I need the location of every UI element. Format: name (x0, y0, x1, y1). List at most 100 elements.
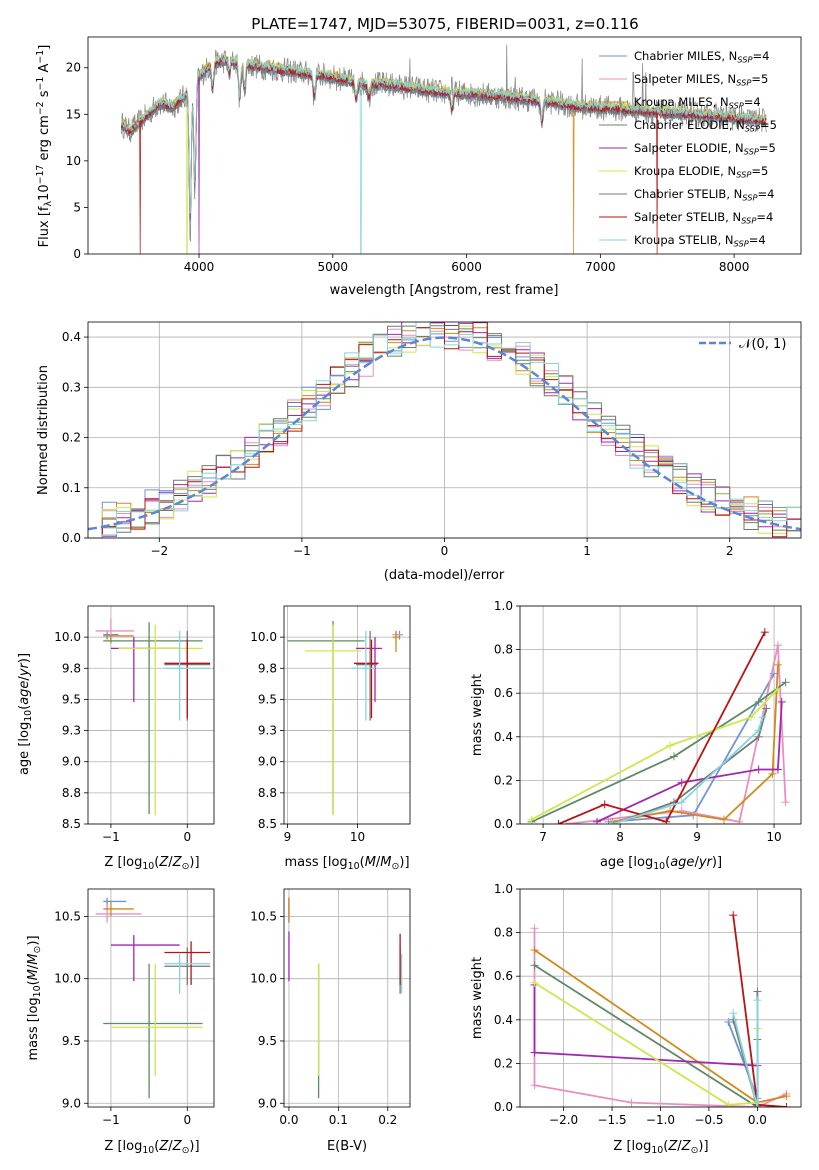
y-tick-label: 9.3 (258, 724, 277, 738)
y-tick-label: 10 (66, 154, 81, 168)
label-part: Salpeter ELODIE, N (634, 141, 744, 155)
label-part: )] (189, 1139, 199, 1154)
weight-line-salpeter_stelib (732, 915, 787, 1107)
label-part: λ (43, 201, 54, 207)
label-part: Kroupa ELODIE, N (634, 164, 736, 178)
label-part: / (376, 855, 381, 870)
label-part: ( (665, 855, 670, 870)
y-tick-label: 0.4 (494, 1013, 513, 1027)
x-tick-label: −2.0 (549, 1113, 578, 1127)
y-tick-label: 1.0 (494, 599, 513, 613)
legend-label-kroupa_stelib: Kroupa STELIB, NSSP=4 (634, 233, 766, 249)
plot-area-age_vs_mass (287, 620, 403, 816)
label-part: SSP (734, 239, 749, 249)
x-tick-label: 7000 (585, 260, 616, 274)
label-part: M (380, 855, 391, 870)
x-tick-label: 0.1 (329, 1113, 348, 1127)
label-part: / (168, 855, 173, 870)
label-part: ⊙ (182, 1145, 190, 1156)
axes-frame (87, 321, 802, 539)
y-tick-label: 9.0 (62, 1096, 81, 1110)
label-part: ( (154, 1139, 159, 1154)
y-tick-label: 0.1 (62, 481, 81, 495)
x-tick-label: 7 (539, 830, 547, 844)
age-vs-Z-ylabel: age [log10(age/yr)] (17, 653, 34, 775)
residual-histogram-chabrier_stelib (88, 322, 801, 538)
label-part: ⊙ (691, 1145, 699, 1156)
axes-mass_vs_ebv: 0.0 0.1 0.2 9.0 9.5 10.0 10.5 E(B-V) (250, 888, 411, 1154)
y-tick-label: 10.0 (54, 630, 81, 644)
plot-area-mass_vs_ebv (288, 897, 403, 1099)
x-tick-label: 5000 (318, 260, 349, 274)
label-part: =5 (760, 118, 777, 132)
y-tick-label: 0.4 (62, 330, 81, 344)
label-part: Z (158, 1139, 169, 1154)
y-tick-label: 9.0 (258, 755, 277, 769)
y-tick-label: 8.5 (62, 817, 81, 831)
label-part: −2 (35, 101, 46, 115)
y-tick-label: 0 (73, 247, 81, 261)
label-part: )] (712, 855, 722, 870)
y-tick-label: 0.8 (494, 643, 513, 657)
weight-line-kroupa_stelib (612, 716, 764, 824)
label-part: Z [log (104, 855, 142, 870)
label-part: )] (698, 1139, 708, 1154)
spectrum-title: PLATE=1747, MJD=53075, FIBERID=0031, z=0… (251, 15, 638, 33)
y-tick-label: 8.8 (258, 786, 277, 800)
label-part: / (17, 676, 32, 681)
label-part: Z [log (104, 1139, 142, 1154)
y-tick-label: 8.5 (258, 817, 277, 831)
label-part: / (26, 964, 41, 969)
legend-label-salpeter_elodie: Salpeter ELODIE, NSSP=5 (634, 141, 776, 157)
legend-label-kroupa_miles: Kroupa MILES, NSSP=4 (634, 95, 761, 111)
x-tick-label: 0.0 (748, 1113, 767, 1127)
label-part: SSP (745, 124, 760, 134)
y-tick-label: 0.4 (494, 730, 513, 744)
weight-line-salpeter_elodie (596, 701, 783, 823)
plot-area-weight_vs_Z (530, 911, 791, 1107)
label-part: Salpeter MILES, N (634, 72, 736, 86)
label-part: =4 (749, 233, 766, 247)
label-part: age (17, 681, 32, 705)
x-tick-label: 10 (766, 830, 781, 844)
label-part: SSP (744, 147, 759, 157)
y-tick-label: 0.6 (494, 686, 513, 700)
plot-area-residuals (88, 322, 801, 538)
axes-mass_vs_Z: −1 09.09.510.010.5Z [log10(Z/Z⊙)]mass [lo… (26, 888, 215, 1156)
residual-histogram-kroupa_elodie (88, 322, 801, 538)
label-part: s (37, 90, 52, 101)
x-tick-label: 8 (616, 830, 624, 844)
label-part: Z (667, 1139, 678, 1154)
y-tick-label: 8.8 (62, 786, 81, 800)
y-tick-label: 0.0 (494, 817, 513, 831)
label-part: ⊙ (392, 861, 400, 872)
label-part: age (670, 855, 694, 870)
y-tick-label: 9.8 (258, 661, 277, 675)
y-tick-label: 1.0 (494, 882, 513, 896)
x-tick-label: 4000 (184, 260, 215, 274)
label-part: ( (360, 855, 365, 870)
y-tick-label: 9.5 (62, 692, 81, 706)
x-tick-label: −1 (102, 830, 120, 844)
label-part: SSP (742, 193, 757, 203)
axes-frame (87, 888, 215, 1108)
weight-line-salpeter_miles (566, 645, 787, 824)
legend-label-salpeter_stelib: Salpeter STELIB, NSSP=4 (634, 210, 773, 226)
label-part: )] (26, 935, 41, 945)
spectrum-xlabel: wavelength [Angstrom, rest frame] (330, 283, 559, 298)
label-part: Z (172, 1139, 183, 1154)
weight-vs-age-xlabel: age [log10(age/yr)] (600, 855, 722, 872)
weight-line-kroupa_elodie (531, 688, 779, 821)
weight-line-kroupa_stelib (732, 1000, 759, 1107)
label-part: Chabrier STELIB, N (634, 187, 742, 201)
y-tick-label: 0.8 (494, 926, 513, 940)
label-part: Z [log (613, 1139, 651, 1154)
y-tick-label: 9.3 (62, 724, 81, 738)
gaussian-legend-label: 𝒩(0, 1) (739, 337, 786, 352)
residual-histogram-salpeter_stelib (88, 322, 801, 538)
label-part: )] (17, 653, 32, 663)
x-tick-label: 9 (284, 830, 292, 844)
label-part: 10 (651, 1145, 663, 1156)
label-part: erg cm (37, 115, 52, 164)
